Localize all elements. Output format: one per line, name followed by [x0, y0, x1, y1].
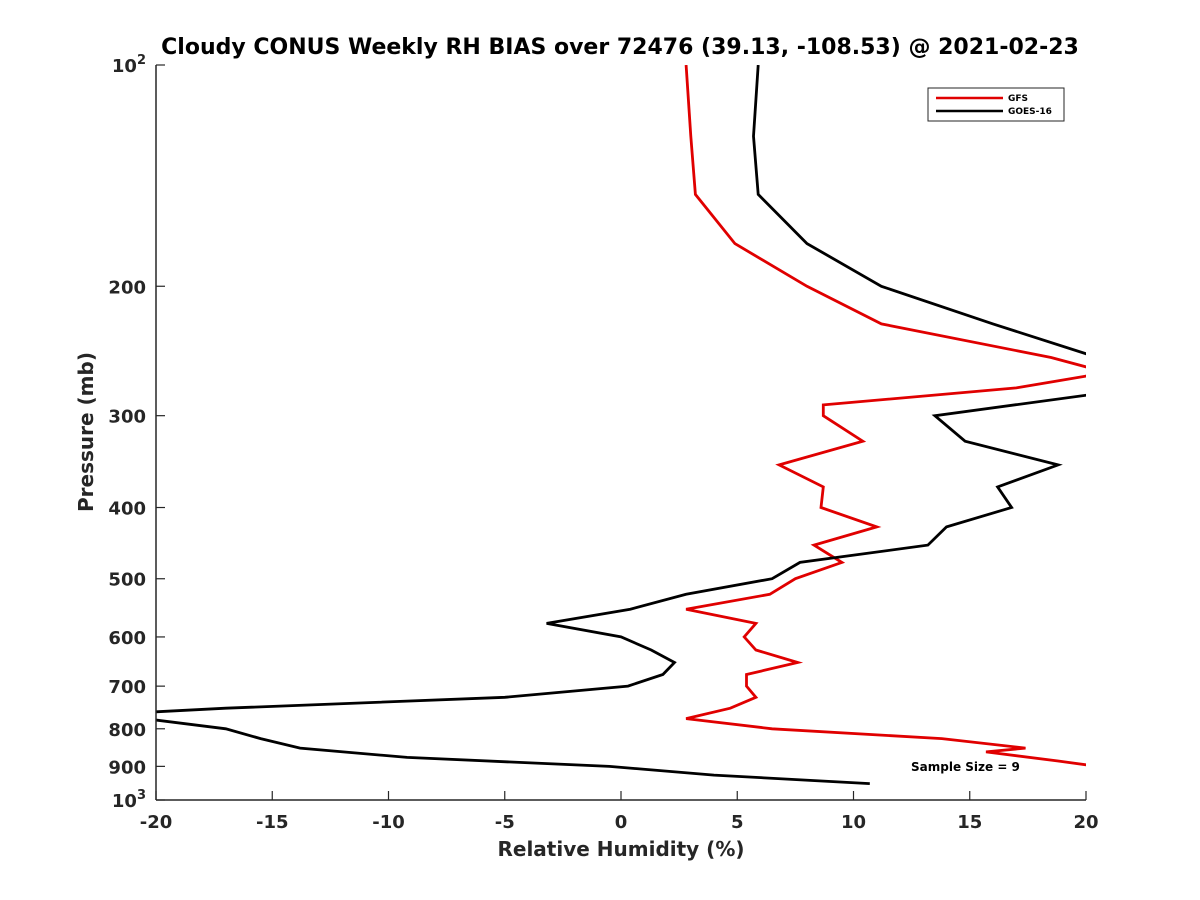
x-tick-label: -5	[495, 812, 515, 833]
x-tick-label: -20	[140, 812, 173, 833]
y-tick-label: 400	[108, 499, 146, 520]
y-tick-label: 800	[108, 720, 146, 741]
chart-title: Cloudy CONUS Weekly RH BIAS over 72476 (…	[161, 35, 1079, 60]
y-tick-label: 200	[108, 277, 146, 298]
x-tick-label: 0	[615, 812, 628, 833]
sample-size-annotation: Sample Size = 9	[911, 760, 1020, 774]
plot-background	[156, 65, 1086, 800]
y-axis-label: Pressure (mb)	[74, 352, 98, 512]
y-tick-label: 700	[108, 677, 146, 698]
legend-box	[927, 87, 1065, 122]
legend-label-goes16: GOES-16	[1008, 107, 1052, 117]
x-tick-label: -15	[256, 812, 289, 833]
y-tick-label: 102	[112, 53, 146, 77]
x-tick-label: 5	[731, 812, 744, 833]
series-line-gfs	[684, 65, 1086, 767]
y-ticks: 102 200 300 400 500 600 700 800 900 103	[108, 53, 165, 812]
series-line-goes16	[156, 65, 1086, 785]
x-axis-label: Relative Humidity (%)	[497, 837, 744, 861]
plot-area	[156, 65, 1086, 800]
x-tick-label: 20	[1073, 812, 1098, 833]
series-layer	[156, 65, 1086, 785]
x-tick-label: -10	[372, 812, 405, 833]
y-tick-label: 103	[112, 788, 146, 812]
y-tick-label: 500	[108, 570, 146, 591]
y-tick-label: 300	[108, 407, 146, 428]
legend-label-gfs: GFS	[1008, 94, 1028, 104]
x-ticks: -20 -15 -10 -5 0 5 10 15 20	[140, 791, 1099, 833]
y-tick-label: 600	[108, 628, 146, 649]
x-tick-label: 15	[957, 812, 982, 833]
legend: GFS GOES-16	[927, 87, 1065, 122]
y-tick-label: 900	[108, 757, 146, 778]
x-tick-label: 10	[841, 812, 866, 833]
